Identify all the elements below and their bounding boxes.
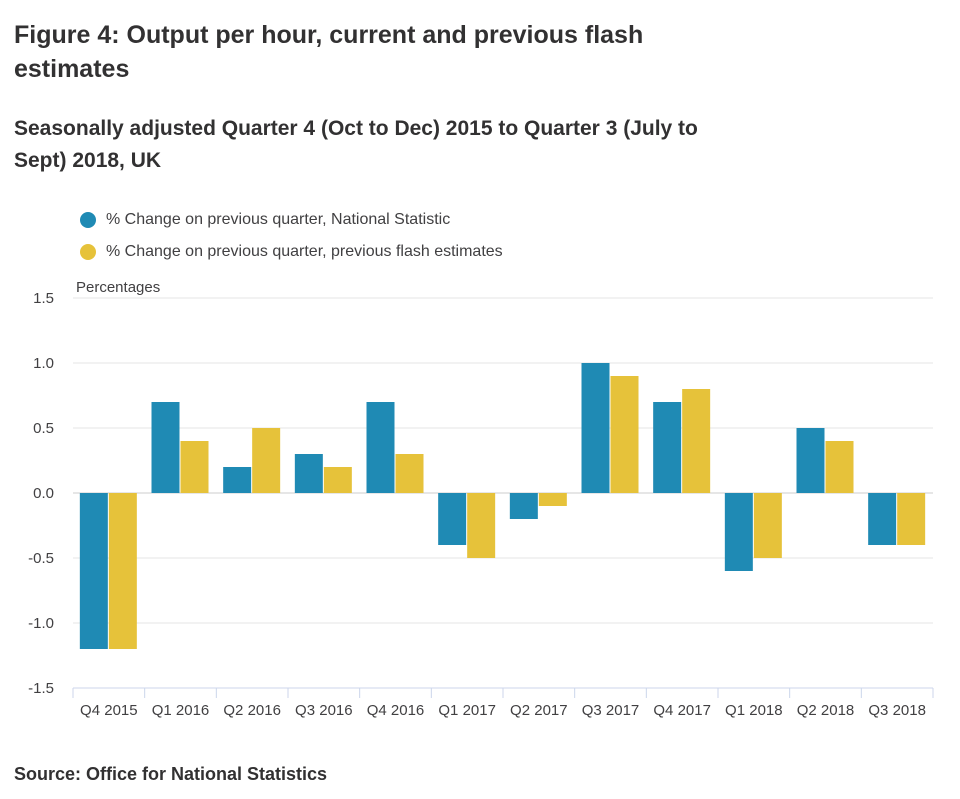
x-tick-label: Q2 2017 — [510, 702, 568, 719]
bar-national-statistic — [796, 428, 825, 493]
y-tick-label: 0.5 — [33, 420, 54, 437]
bar-national-statistic — [151, 402, 180, 493]
bar-national-statistic — [366, 402, 395, 493]
y-tick-label: -0.5 — [28, 550, 54, 567]
chart-subtitle: Seasonally adjusted Quarter 4 (Oct to De… — [14, 117, 698, 172]
source-note: Source: Office for National Statistics — [14, 764, 328, 784]
bar-chart: Percentages 1.5 1.0 0.5 0.0 -0.5 -1.0 -1.5 Q4 20… — [28, 279, 934, 719]
y-tick-label: 1.5 — [33, 290, 54, 307]
x-tick-label: Q4 2017 — [653, 702, 711, 719]
bar-national-statistic — [653, 402, 682, 493]
x-tick-label: Q3 2018 — [868, 702, 926, 719]
bar-flash-estimate — [180, 441, 209, 493]
chart-title: Figure 4: Output per hour, current and p… — [14, 21, 644, 83]
x-tick-label: Q1 2017 — [438, 702, 496, 719]
bar-national-statistic — [223, 467, 252, 493]
bar-national-statistic — [79, 493, 108, 649]
bar-national-statistic — [294, 454, 323, 493]
bar-flash-estimate — [252, 428, 281, 493]
x-tick-label: Q3 2016 — [295, 702, 353, 719]
y-tick-label: -1.5 — [28, 680, 54, 697]
bar-flash-estimate — [753, 493, 782, 558]
bar-flash-estimate — [825, 441, 854, 493]
bar-flash-estimate — [323, 467, 352, 493]
y-axis-label: Percentages — [76, 279, 160, 296]
legend-label-flash-estimates: % Change on previous quarter, previous f… — [106, 243, 503, 260]
x-tick-label: Q1 2016 — [152, 702, 210, 719]
x-tick-label: Q4 2016 — [367, 702, 425, 719]
bar-national-statistic — [724, 493, 753, 571]
y-tick-label: -1.0 — [28, 615, 54, 632]
x-tick-label: Q4 2015 — [80, 702, 138, 719]
bar-flash-estimate — [395, 454, 424, 493]
bar-flash-estimate — [108, 493, 137, 649]
bar-flash-estimate — [610, 376, 639, 493]
bar-flash-estimate — [467, 493, 496, 558]
x-tick-label: Q3 2017 — [582, 702, 640, 719]
legend-swatch-national-statistic — [80, 212, 96, 228]
bar-national-statistic — [868, 493, 897, 545]
x-tick-label: Q2 2018 — [797, 702, 855, 719]
x-tick-label: Q1 2018 — [725, 702, 783, 719]
bar-national-statistic — [509, 493, 538, 519]
legend-label-national-statistic: % Change on previous quarter, National S… — [106, 211, 451, 228]
x-tick-label: Q2 2016 — [223, 702, 281, 719]
bar-flash-estimate — [538, 493, 567, 506]
bar-national-statistic — [438, 493, 467, 545]
y-tick-label: 0.0 — [33, 485, 54, 502]
legend-item-national-statistic[interactable]: % Change on previous quarter, National S… — [80, 204, 503, 236]
bar-national-statistic — [581, 363, 610, 493]
bar-flash-estimate — [897, 493, 926, 545]
legend-swatch-flash-estimates — [80, 244, 96, 260]
legend-item-flash-estimates[interactable]: % Change on previous quarter, previous f… — [80, 236, 503, 268]
y-tick-label: 1.0 — [33, 355, 54, 372]
bar-flash-estimate — [682, 389, 711, 493]
legend: % Change on previous quarter, National S… — [80, 204, 503, 268]
